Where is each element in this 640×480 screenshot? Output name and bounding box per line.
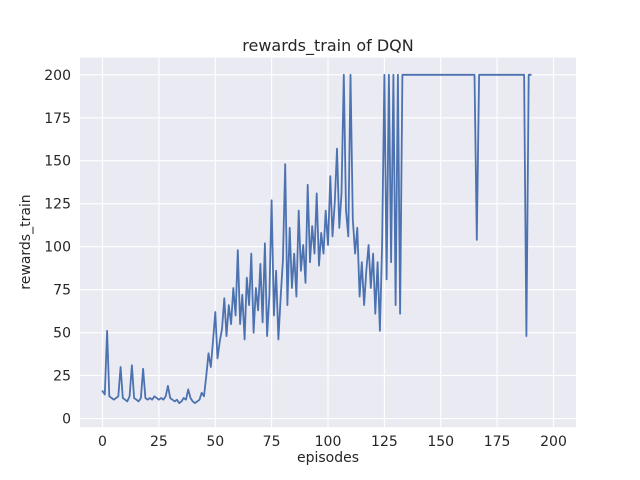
y-tick-label: 100 [44, 240, 71, 256]
y-tick-label: 0 [62, 412, 71, 428]
y-tick-label: 75 [53, 283, 71, 299]
reward-line-series [101, 73, 532, 405]
y-tick-label: 50 [53, 326, 71, 342]
x-tick-label: 175 [484, 434, 511, 450]
y-axis-label: rewards_train [18, 194, 34, 290]
x-tick-label: 25 [150, 434, 168, 450]
y-tick-label: 175 [44, 111, 71, 127]
y-tick-label: 25 [53, 369, 71, 385]
x-tick-label: 200 [540, 434, 567, 450]
x-tick-label: 0 [98, 434, 107, 450]
y-tick-label: 150 [44, 154, 71, 170]
x-tick-label: 50 [206, 434, 224, 450]
x-tick-label: 100 [315, 434, 342, 450]
x-tick-label: 125 [371, 434, 398, 450]
chart-title: rewards_train of DQN [242, 36, 414, 55]
y-tick-label: 125 [44, 197, 71, 213]
x-axis-label: episodes [296, 450, 360, 466]
x-tick-label: 150 [427, 434, 454, 450]
x-tick-label: 75 [263, 434, 281, 450]
y-tick-label: 200 [44, 68, 71, 84]
